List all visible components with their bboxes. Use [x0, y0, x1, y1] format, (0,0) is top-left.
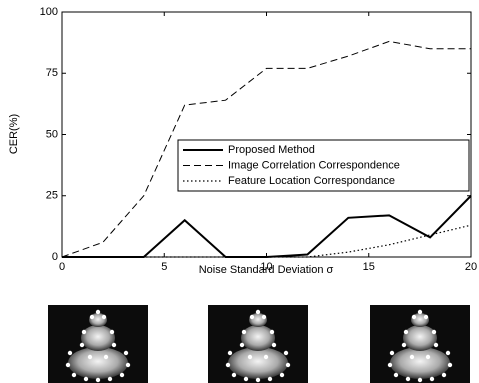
sample-image	[370, 305, 470, 383]
y-tick-label: 75	[46, 67, 58, 79]
x-tick-label: 20	[465, 261, 477, 273]
y-tick-label: 0	[52, 251, 58, 263]
y-tick-label: 25	[46, 190, 58, 202]
chart: Noise Standard Deviation σ CER(%) 051015…	[0, 0, 479, 383]
y-axis-label: CER(%)	[8, 114, 20, 154]
x-tick-label: 10	[260, 261, 272, 273]
legend-label: Proposed Method	[228, 144, 315, 156]
x-tick-label: 5	[161, 261, 167, 273]
legend-label: Feature Location Correspondance	[228, 175, 395, 187]
series-line	[62, 225, 471, 257]
x-tick-label: 0	[59, 261, 65, 273]
x-tick-label: 15	[363, 261, 375, 273]
y-tick-label: 100	[40, 6, 58, 18]
sample-image	[48, 305, 148, 383]
legend-label: Image Correlation Correspondence	[228, 159, 400, 171]
y-tick-label: 50	[46, 128, 58, 140]
sample-image	[208, 305, 308, 383]
series-line	[62, 196, 471, 257]
plot-frame	[62, 12, 471, 257]
